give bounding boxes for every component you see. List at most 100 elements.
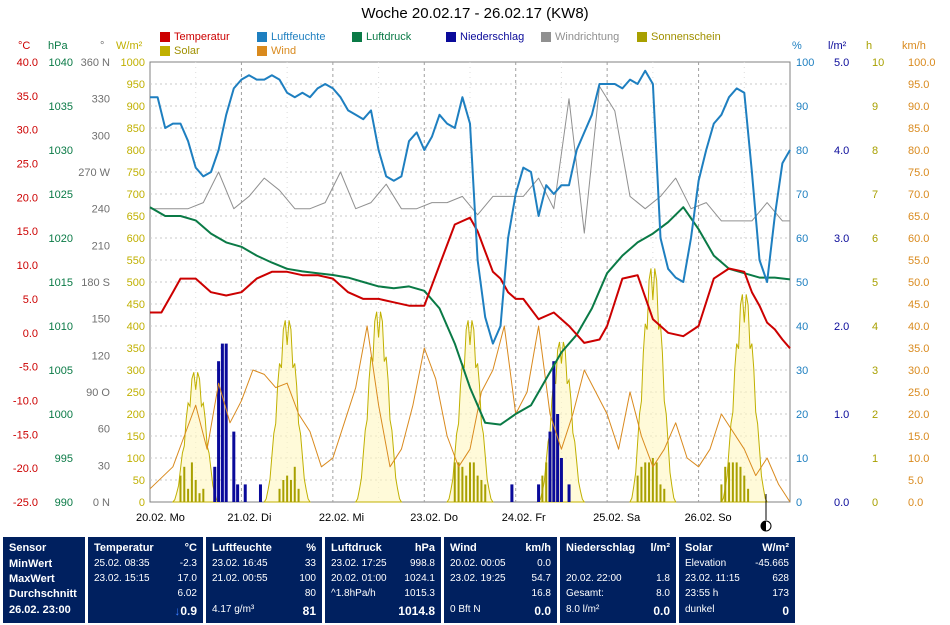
sunshine-tick-label: 1: [872, 453, 878, 465]
luftfeuchte-absolute: 4.17 g/m³: [212, 604, 255, 615]
solar-tick-label: 500: [127, 277, 145, 289]
wind-unit: km/h: [525, 542, 551, 554]
solar-elevation-label: Elevation: [685, 558, 727, 569]
direction-tick-label: 210: [92, 240, 110, 252]
sunshine-bar: [194, 480, 197, 502]
legend-swatch: [160, 46, 170, 56]
solar-tick-label: 700: [127, 189, 145, 201]
wind-beaufort: 0 Bft N: [450, 604, 481, 615]
direction-tick-label: 270 W: [78, 167, 110, 179]
temperature-tick-label: 25.0: [17, 159, 38, 171]
niederschlag-total-label: Gesamt:: [566, 588, 604, 599]
niederschlag-max-time: 20.02. 22:00: [566, 573, 622, 584]
wind-tick-label: 100.0: [908, 57, 936, 69]
wind-tick-label: 60.0: [908, 233, 929, 245]
solar-curve: [263, 320, 311, 503]
unit-header: hPa: [48, 40, 68, 52]
pressure-tick-label: 990: [55, 497, 73, 509]
sunshine-bar: [457, 462, 460, 502]
wind-tick-label: 50.0: [908, 277, 929, 289]
solar-unit: W/m²: [762, 542, 789, 554]
humidity-tick-label: 90: [796, 101, 808, 113]
niederschlag-current: 0.0: [653, 604, 670, 618]
wind-tick-label: 75.0: [908, 167, 929, 179]
direction-tick-label: 240: [92, 204, 110, 216]
humidity-tick-label: 50: [796, 277, 808, 289]
sunshine-tick-label: 4: [872, 321, 878, 333]
legend-swatch: [257, 32, 267, 42]
direction-tick-label: 330: [92, 94, 110, 106]
day-label: 24.02. Fr: [502, 512, 546, 524]
day-label: 21.02. Di: [227, 512, 271, 524]
precipitation-bar: [236, 484, 240, 502]
rain-tick-label: 4.0: [834, 145, 849, 157]
trend-down-icon: ↓: [174, 604, 181, 618]
temperatur-line: [150, 216, 791, 349]
direction-tick-label: 60: [98, 424, 110, 436]
sunshine-bar: [289, 480, 292, 502]
durchschnitt-label: Durchschnitt: [9, 588, 77, 600]
legend-label: Windrichtung: [555, 31, 620, 43]
sunshine-tick-label: 8: [872, 145, 878, 157]
wind-tick-label: 15.0: [908, 431, 929, 443]
humidity-tick-label: 40: [796, 321, 808, 333]
temperatur-min-value: -2.3: [179, 558, 197, 569]
niederschlag-box: Niederschlag l/m² 20.02. 22:00 1.8 Gesamt:…: [560, 537, 676, 623]
rain-tick-label: 2.0: [834, 321, 849, 333]
wind-min-value: 0.0: [537, 558, 551, 569]
sunshine-bar: [739, 466, 742, 502]
precipitation-bar: [258, 484, 262, 502]
sunshine-bar: [465, 475, 468, 502]
precipitation-bar: [556, 414, 560, 502]
precipitation-bar: [537, 484, 541, 502]
temperature-tick-label: -5.0: [19, 362, 38, 374]
sunshine-tick-label: 0: [872, 497, 878, 509]
solar-tick-label: 400: [127, 321, 145, 333]
wind-tick-label: 45.0: [908, 299, 929, 311]
solar-tick-label: 50: [133, 475, 145, 487]
pressure-tick-label: 1025: [49, 189, 73, 201]
luftfeuchte-unit: %: [306, 542, 316, 554]
sunshine-tick-label: 7: [872, 189, 878, 201]
temperatur-box: Temperatur °C 25.02. 08:35 -2.3 23.02. 15:…: [88, 537, 203, 623]
solar-state: dunkel: [685, 604, 715, 615]
windrichtung-line: [150, 85, 790, 234]
solar-curve: [629, 268, 677, 503]
sunshine-bar: [278, 488, 281, 502]
temperatur-current: ↓0.9: [174, 604, 197, 618]
legend-swatch: [637, 32, 647, 42]
precipitation-bar: [510, 484, 514, 502]
wind-tick-label: 0.0: [908, 497, 923, 509]
luftdruck-unit: hPa: [414, 542, 435, 554]
temperature-tick-label: -15.0: [13, 429, 38, 441]
wind-box: Wind km/h 20.02. 00:05 0.0 23.02. 19:25 54.…: [444, 537, 557, 623]
direction-tick-label: 180 S: [81, 277, 110, 289]
wind-min-time: 20.02. 00:05: [450, 558, 506, 569]
maxwert-label: MaxWert: [9, 573, 55, 585]
luftfeuchte-avg: 80: [304, 588, 316, 599]
legend-label: Temperatur: [174, 31, 230, 43]
wind-tick-label: 40.0: [908, 321, 929, 333]
unit-header: km/h: [902, 40, 926, 52]
day-label: 20.02. Mo: [136, 512, 185, 524]
solar-tick-label: 350: [127, 343, 145, 355]
solar-elevation: -45.665: [755, 558, 789, 569]
wind-tick-label: 85.0: [908, 123, 929, 135]
solar-tick-label: 600: [127, 233, 145, 245]
sunshine-bar: [644, 462, 647, 502]
legend-label: Niederschlag: [460, 31, 525, 43]
wind-tick-label: 30.0: [908, 365, 929, 377]
sunshine-bar: [636, 475, 639, 502]
legend-swatch: [257, 46, 267, 56]
wind-tick-label: 35.0: [908, 343, 929, 355]
pressure-tick-label: 1015: [49, 277, 73, 289]
luftfeuchte-line: [150, 69, 791, 345]
sunshine-bar: [293, 466, 296, 502]
luftfeuchte-min-value: 33: [304, 558, 316, 569]
humidity-tick-label: 20: [796, 409, 808, 421]
moon-phase-shadow: [761, 521, 766, 531]
direction-tick-label: 90 O: [86, 387, 110, 399]
rain-tick-label: 1.0: [834, 409, 849, 421]
solar-max-value: 628: [772, 573, 789, 584]
sunshine-bar: [484, 484, 487, 502]
